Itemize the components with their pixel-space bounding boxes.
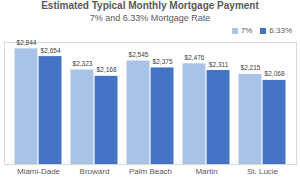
svg-text:$2,844: $2,844 (17, 39, 37, 46)
svg-text:$2,311: $2,311 (209, 61, 229, 68)
svg-text:$2,215: $2,215 (241, 64, 261, 71)
svg-text:$2,654: $2,654 (41, 47, 61, 54)
svg-text:Martin: Martin (195, 167, 217, 176)
svg-text:Miami-Dade: Miami-Dade (17, 167, 61, 176)
html-text:7%: 7% (240, 26, 253, 35)
html-text:Estimated Typical Monthly Mort: Estimated Typical Monthly Mortgage Payme… (41, 0, 259, 11)
svg-text:$2,545: $2,545 (129, 51, 149, 58)
svg-text:Palm Beach: Palm Beach (129, 167, 172, 176)
svg-text:$2,476: $2,476 (185, 54, 205, 61)
svg-text:$2,068: $2,068 (265, 70, 285, 77)
svg-text:St. Lucie: St. Lucie (247, 167, 279, 176)
html-text:7% and 6.33% Mortgage Rate: 7% and 6.33% Mortgage Rate (89, 13, 211, 23)
svg-text:$2,323: $2,323 (73, 60, 93, 67)
svg-text:$2,168: $2,168 (97, 66, 117, 73)
svg-text:$2,375: $2,375 (153, 58, 173, 65)
svg-text:Broward: Broward (80, 167, 110, 176)
html-text:6.33%: 6.33% (269, 26, 292, 35)
